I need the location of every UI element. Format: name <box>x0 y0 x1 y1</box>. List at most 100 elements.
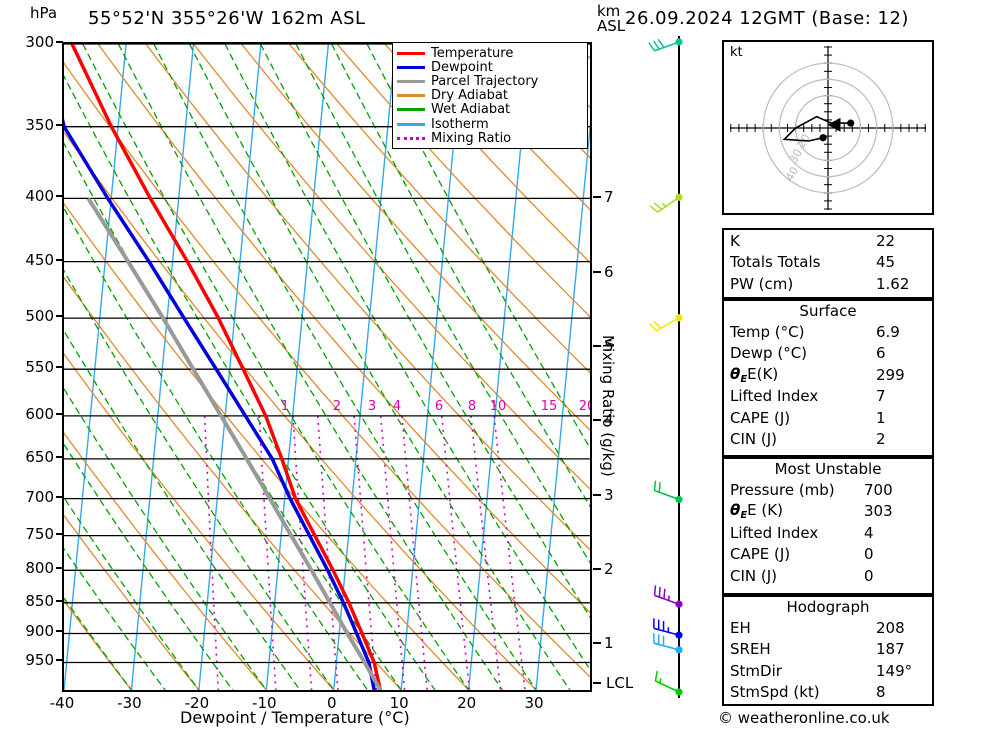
temperature-tick-label: 20 <box>457 694 477 712</box>
x-axis-title: Dewpoint / Temperature (°C) <box>180 708 410 727</box>
temperature-tick-label: 0 <box>326 694 337 712</box>
height-tick-label: 2 <box>604 560 614 578</box>
wind-barb-shaft <box>653 642 680 651</box>
temperature-tick-label: -30 <box>117 694 142 712</box>
info-row-key: CIN (J) <box>730 566 778 585</box>
profile-line-dewpoint <box>64 118 376 690</box>
mixing-ratio-label: 20 <box>579 399 590 414</box>
pressure-tick-mark <box>56 258 63 261</box>
hodograph-plot[interactable]: kt 20 30 40 <box>722 40 934 215</box>
hodograph-ring-label: 30 <box>787 147 805 166</box>
info-row-key: Totals Totals <box>730 253 821 272</box>
height-tick-mark <box>593 642 601 644</box>
hodograph-panel-title: Hodograph <box>786 598 870 616</box>
info-row: PW (cm) 1.62 <box>724 273 932 295</box>
info-row: Lifted Index 7 <box>724 386 932 408</box>
info-row: SREH 187 <box>724 639 932 661</box>
legend-item-dry-adiabat: Dry Adiabat <box>397 89 583 103</box>
hodograph-endpoint-dot <box>819 134 827 142</box>
temperature-tick-label: -40 <box>49 694 75 712</box>
height-tick-label: 6 <box>604 263 614 281</box>
skewt-diagram[interactable]: 12346810152025 <box>62 42 592 692</box>
wet-adiabat-line <box>366 44 590 450</box>
isotherm-line <box>64 44 127 690</box>
temperature-tick-label: -10 <box>252 694 277 712</box>
pressure-axis-unit: hPa <box>30 4 58 22</box>
wet-adiabat-line <box>64 496 200 690</box>
most-unstable-panel-title: Most Unstable <box>774 460 882 478</box>
pressure-tick-label: 650 <box>25 447 54 466</box>
info-row-value: 208 <box>876 618 905 637</box>
pressure-tick-label: 750 <box>25 524 54 543</box>
info-row-value: 0 <box>864 566 874 585</box>
dry-adiabat-line <box>64 514 200 690</box>
legend-item-label: Dewpoint <box>431 59 493 75</box>
copyright-notice: © weatheronline.co.uk <box>718 709 890 727</box>
info-row: EH 208 <box>724 617 932 639</box>
info-row: CIN (J) 0 <box>724 565 932 587</box>
info-row-key: StmSpd (kt) <box>730 683 820 702</box>
wind-barb-full-feather <box>653 480 657 491</box>
mixing-ratio-label: 2 <box>333 399 341 414</box>
pressure-tick-mark <box>56 599 63 602</box>
wind-barb-shaft <box>654 489 680 501</box>
info-row-key: CIN (J) <box>730 430 778 449</box>
info-row-value: 6 <box>876 344 886 363</box>
info-row-value: 1.62 <box>876 274 910 293</box>
legend-item-mixing-ratio: Mixing Ratio <box>397 131 583 145</box>
wind-barb <box>648 314 683 332</box>
mixing-ratio-label: 8 <box>468 399 476 414</box>
legend-item-label: Isotherm <box>431 116 489 132</box>
mixing-ratio-label: 6 <box>435 399 443 414</box>
pressure-tick-mark <box>56 315 63 318</box>
info-row-key: Lifted Index <box>730 523 819 542</box>
legend: Temperature Dewpoint Parcel Trajectory Dry … <box>392 42 588 150</box>
height-tick-mark <box>593 196 601 198</box>
isotherm-lines <box>64 44 590 690</box>
wind-barb-full-feather <box>653 320 662 329</box>
pressure-tick-mark <box>56 195 63 198</box>
info-row: Totals Totals 45 <box>724 252 932 274</box>
wind-barb-half-feather <box>659 678 662 684</box>
legend-item-label: Dry Adiabat <box>431 88 508 104</box>
height-tick-mark <box>593 345 601 347</box>
wind-barb-shaft <box>653 627 680 636</box>
isotherm-line <box>535 120 590 690</box>
profile-line-temperature <box>70 44 383 690</box>
hodograph-endpoint-dot <box>847 119 855 127</box>
legend-swatch-icon <box>397 65 425 69</box>
wind-barb <box>648 38 683 52</box>
legend-swatch-icon <box>397 79 425 83</box>
pressure-tick-label: 800 <box>25 559 54 578</box>
pressure-tick-mark <box>56 495 63 498</box>
most-unstable-panel: Most Unstable Pressure (mb) 700 θEE (K) 303… <box>722 457 934 595</box>
info-row-value: 22 <box>876 231 896 250</box>
wind-barb-full-feather <box>657 38 665 48</box>
wind-barb-full-feather <box>652 40 660 50</box>
indices-panel: K 22 Totals Totals 45 PW (cm) 1.62 <box>722 228 934 299</box>
storm-motion-marker-icon <box>827 117 841 132</box>
pressure-tick-mark <box>56 41 63 43</box>
wind-barb <box>653 585 683 608</box>
isotherm-line <box>333 44 397 690</box>
mixing-ratio-label: 15 <box>541 399 558 414</box>
pressure-tick-mark <box>56 412 63 415</box>
info-row-key: Dewp (°C) <box>730 344 808 363</box>
info-row: Pressure (mb) 700 <box>724 479 932 501</box>
info-row-value: 4 <box>864 523 874 542</box>
info-row-value: 149° <box>876 661 913 680</box>
surface-panel: Surface Temp (°C) 6.9 Dewp (°C) 6 θEE(K) 299 L… <box>722 299 934 457</box>
height-axis-unit-km: km <box>597 2 621 20</box>
info-row: Dewp (°C) 6 <box>724 343 932 365</box>
hodograph-ring-label: 40 <box>783 165 801 184</box>
pressure-tick-label: 450 <box>25 250 54 269</box>
wind-barb-full-feather <box>654 671 658 682</box>
info-row-key: SREH <box>730 640 771 659</box>
info-row-value: 299 <box>876 365 905 384</box>
wind-barb-column <box>648 28 710 702</box>
info-row: θEE(K) 299 <box>724 364 932 386</box>
wind-barb <box>654 671 683 696</box>
mixing-ratio-label: 1 <box>281 399 289 414</box>
info-row: StmSpd (kt) 8 <box>724 682 932 704</box>
most-unstable-rows: Pressure (mb) 700 θEE (K) 303 Lifted Index 4 C… <box>724 479 932 587</box>
